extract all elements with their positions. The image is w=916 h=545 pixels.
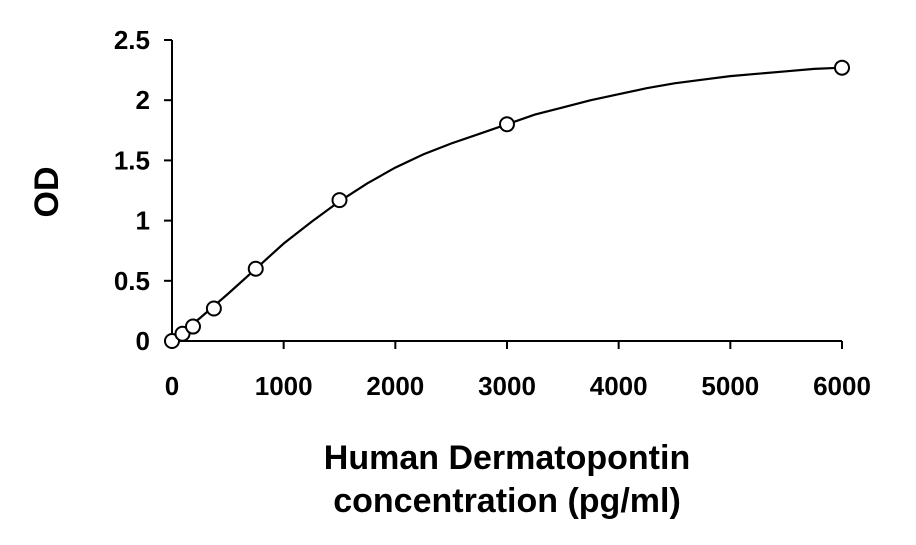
x-tick-label: 2000 (366, 371, 424, 401)
data-point (247, 260, 264, 277)
x-tick-label: 0 (165, 371, 179, 401)
y-tick-label: 0.5 (114, 266, 150, 296)
plot-area: 0 0.5 1 1.5 2 2.5 0 1000 2000 3000 4000 5000 6000 (114, 25, 871, 401)
x-tick-label: 1000 (255, 371, 313, 401)
x-tick-label: 6000 (813, 371, 871, 401)
x-tick-label: 3000 (478, 371, 536, 401)
data-point (205, 300, 222, 317)
data-point (184, 318, 201, 335)
fit-curve-line (171, 66, 843, 342)
x-tick-label: 4000 (590, 371, 648, 401)
data-point (499, 116, 515, 133)
data-point (834, 59, 850, 76)
y-axis-title: OD (28, 167, 66, 218)
x-axis-title-line-2: concentration (pg/ml) (333, 482, 681, 520)
y-tick-label: 2 (136, 85, 150, 115)
y-tick-label: 1 (136, 206, 150, 236)
y-tick-label: 2.5 (114, 25, 150, 55)
y-tick-label: 0 (136, 326, 150, 356)
y-axis-title-group: OD (28, 167, 66, 218)
x-axis-title-line-1: Human Dermatopontin (324, 439, 690, 477)
data-point (331, 192, 348, 209)
x-tick-label: 5000 (701, 371, 759, 401)
y-tick-label: 1.5 (114, 145, 150, 175)
